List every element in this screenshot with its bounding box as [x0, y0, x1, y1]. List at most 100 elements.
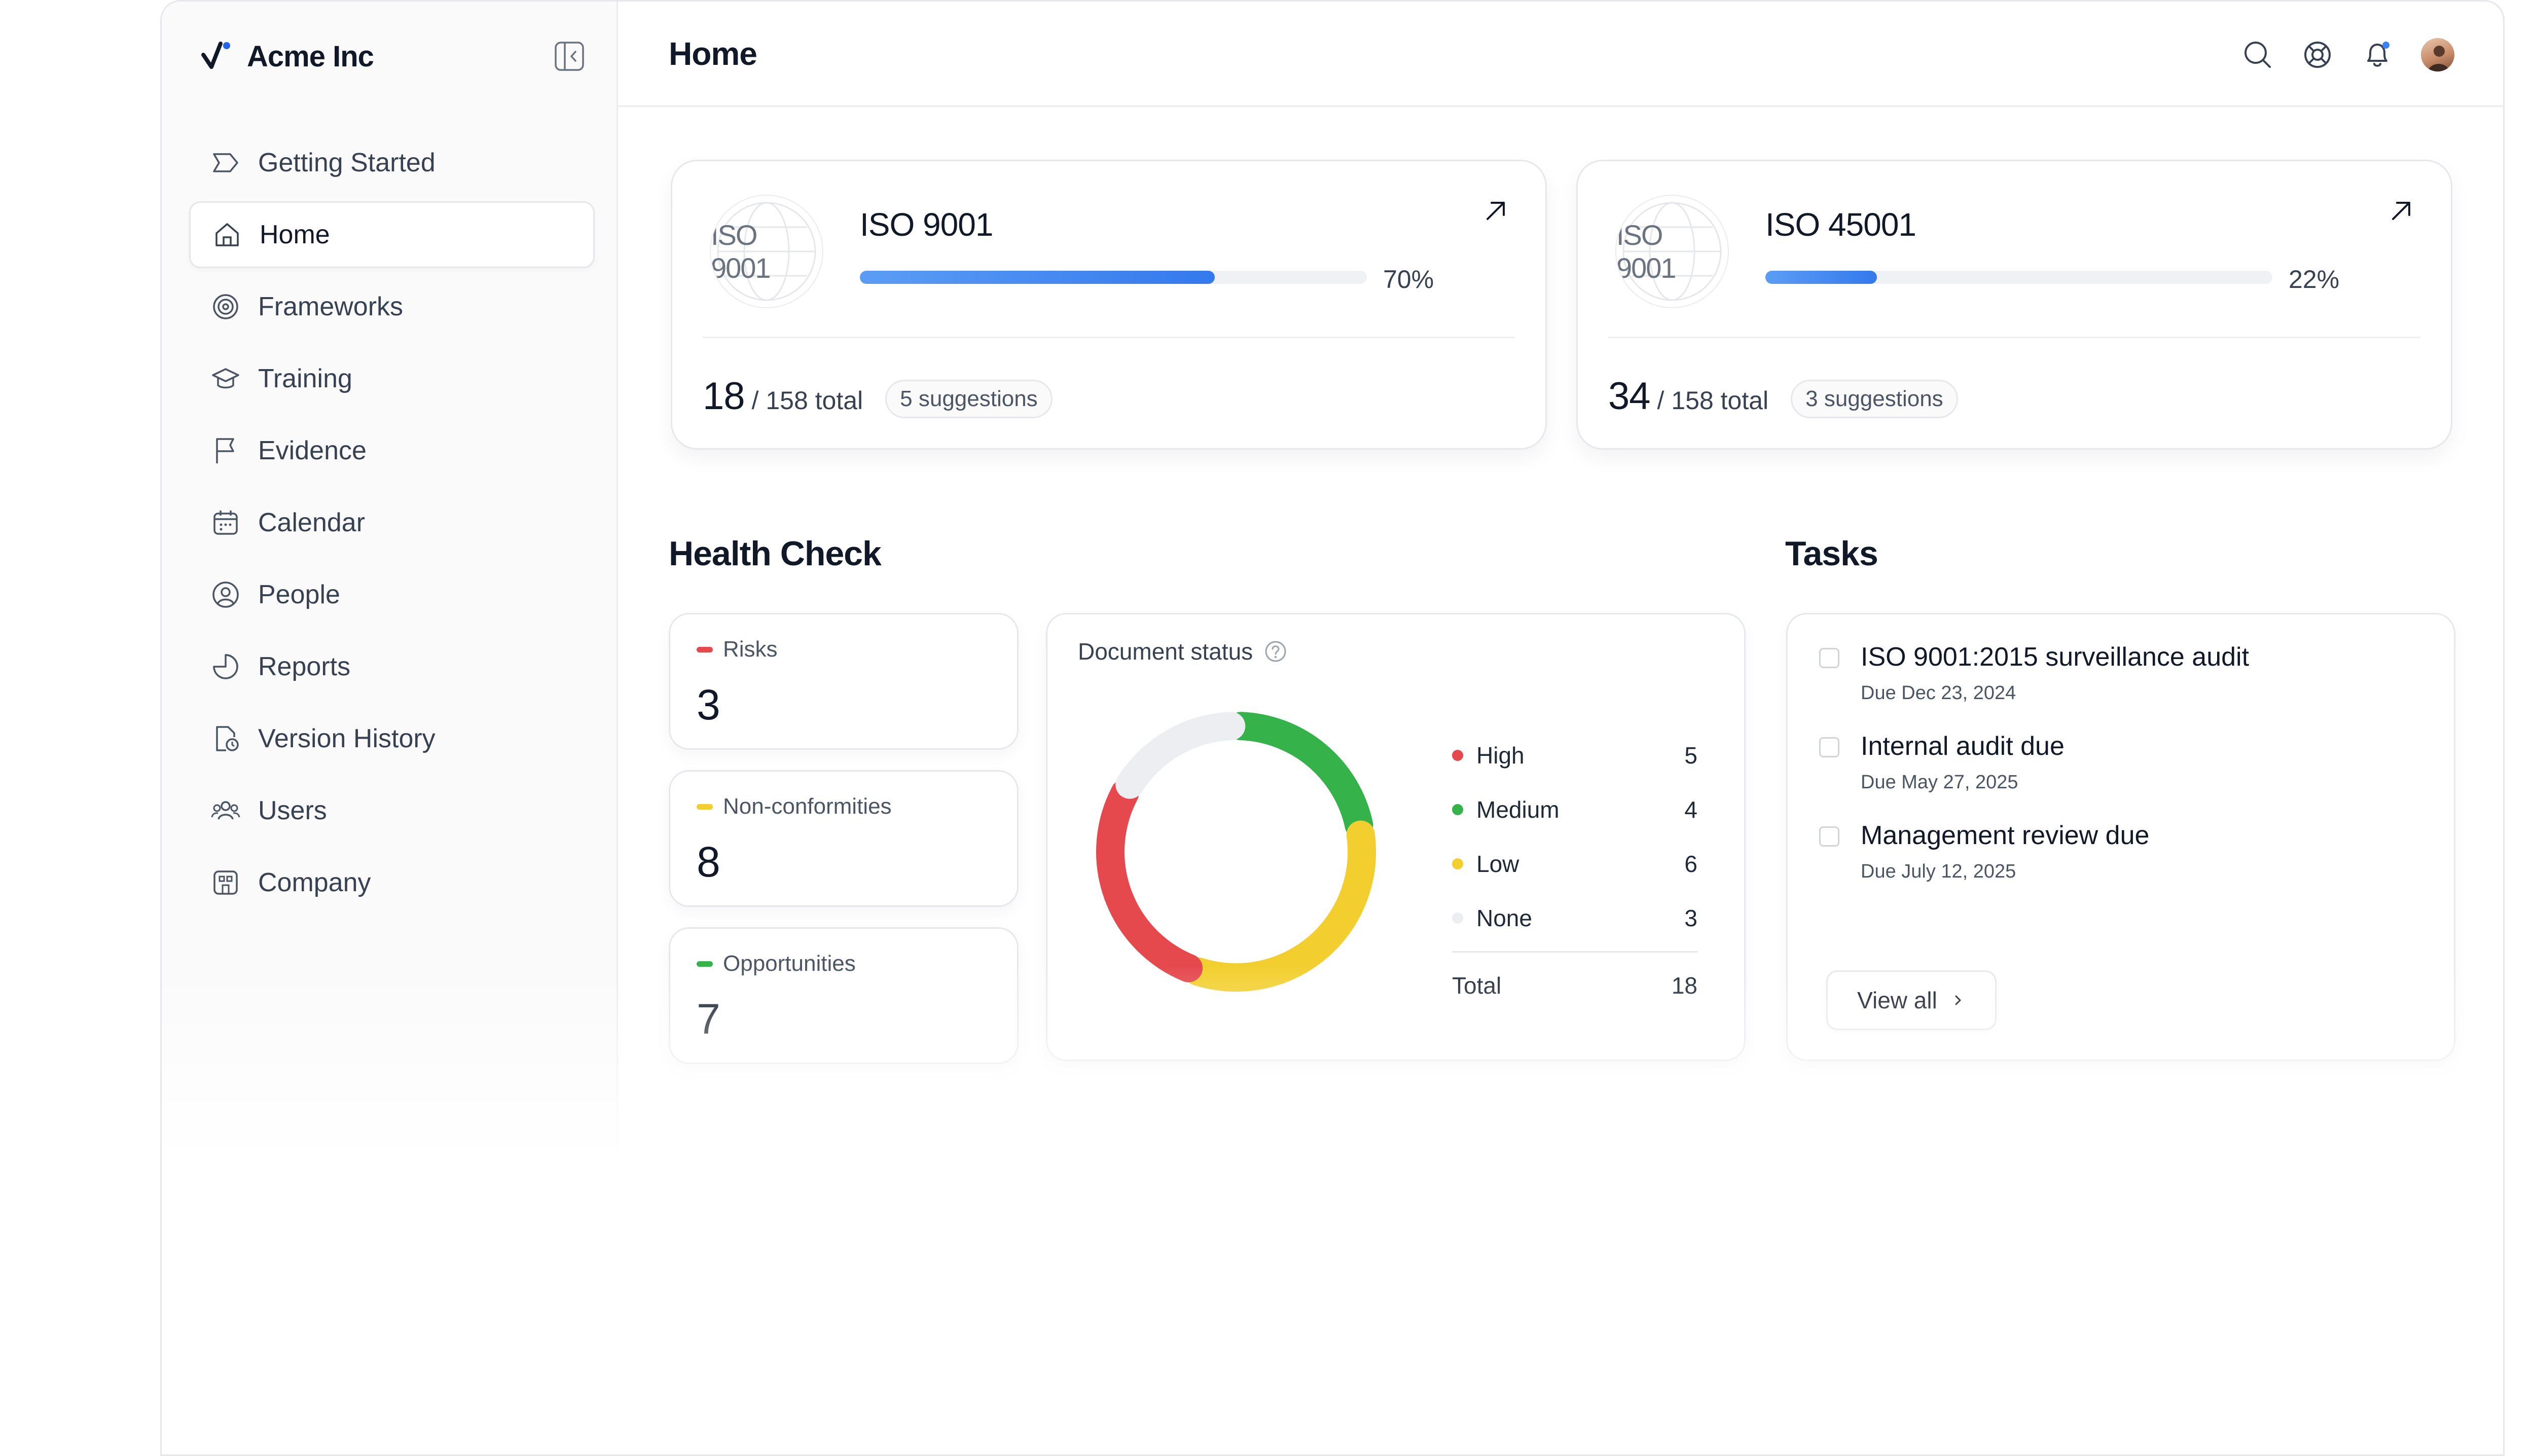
app-window: Acme Inc Getting Started Home: [160, 0, 2505, 1456]
donut-segment-medium: [1226, 712, 1373, 840]
legend-total-row: Total 18: [1452, 953, 1697, 1018]
sidebar-item-company[interactable]: Company: [189, 849, 595, 916]
task-due-date: Due May 27, 2025: [1861, 772, 2018, 793]
iso-card-iso-9001[interactable]: ISO 9001 ISO 9001 70% 18 / 158 total 5 s…: [671, 160, 1547, 450]
metric-value: 7: [697, 995, 720, 1043]
sidebar-item-label: Getting Started: [258, 148, 436, 177]
iso-card-title: ISO 45001: [1765, 206, 1916, 243]
calendar-icon: [210, 507, 241, 538]
task-due-date: Due Dec 23, 2024: [1861, 682, 2016, 704]
home-icon: [212, 220, 242, 250]
collapse-sidebar-button[interactable]: [551, 38, 588, 75]
avatar[interactable]: [2421, 38, 2454, 71]
sidebar-item-reports[interactable]: Reports: [189, 633, 595, 700]
legend-label: High: [1476, 742, 1525, 769]
sidebar-item-label: Company: [258, 868, 371, 897]
iso-stats: 18 / 158 total 5 suggestions: [703, 374, 1053, 421]
iso-logo-text: ISO 9001: [711, 219, 771, 284]
brand-name: Acme Inc: [247, 40, 374, 73]
bell-icon[interactable]: [2361, 39, 2394, 71]
sidebar-item-version-history[interactable]: Version History: [189, 705, 595, 772]
sidebar-item-frameworks[interactable]: Frameworks: [189, 273, 595, 340]
support-icon[interactable]: [2301, 39, 2334, 71]
tag-icon: [210, 148, 241, 178]
legend-label: None: [1476, 904, 1532, 931]
iso-logo: ISO 9001: [1615, 195, 1729, 308]
view-all-button[interactable]: View all: [1826, 970, 1997, 1030]
page-title: Home: [669, 35, 757, 72]
metric-card-non-conformities[interactable]: Non-conformities 8: [669, 770, 1019, 907]
task-checkbox[interactable]: [1819, 826, 1839, 847]
iso-card-iso-45001[interactable]: ISO 9001 ISO 45001 22% 34 / 158 total 3 …: [1576, 160, 2452, 450]
metric-label: Risks: [723, 637, 778, 662]
legend-item-high: High 5: [1452, 728, 1697, 782]
sidebar-item-home[interactable]: Home: [189, 201, 595, 268]
metric-card-opportunities[interactable]: Opportunities 7: [669, 927, 1019, 1064]
sidebar-item-label: Training: [258, 364, 352, 393]
legend-value: 6: [1684, 850, 1697, 877]
frameworks-icon: [210, 292, 241, 322]
sidebar-item-calendar[interactable]: Calendar: [189, 489, 595, 556]
brand[interactable]: Acme Inc: [200, 32, 374, 81]
total-value: 18: [1671, 972, 1697, 999]
sidebar-item-label: Calendar: [258, 508, 366, 537]
divider: [1608, 337, 2420, 338]
sidebar-item-label: Reports: [258, 652, 351, 681]
user-circle-icon: [210, 579, 241, 610]
file-history-icon: [210, 723, 241, 754]
metric-value: 3: [697, 681, 720, 729]
sidebar-item-people[interactable]: People: [189, 561, 595, 628]
progress-fill: [860, 271, 1215, 284]
sidebar-item-evidence[interactable]: Evidence: [189, 417, 595, 484]
pie-chart-icon: [210, 651, 241, 682]
suggestions-badge[interactable]: 3 suggestions: [1791, 380, 1958, 418]
iso-logo: ISO 9001: [710, 195, 823, 308]
sidebar-item-label: Version History: [258, 724, 436, 753]
legend-value: 4: [1684, 796, 1697, 823]
tasks-card: ISO 9001:2015 surveillance audit Due Dec…: [1786, 613, 2455, 1061]
legend-value: 5: [1684, 742, 1697, 769]
donut-segment-low: [1183, 820, 1376, 992]
legend-swatch: [1452, 749, 1463, 761]
document-status-legend: High 5 Medium 4 Low 6 None 3 Total 18: [1452, 728, 1697, 1018]
header-actions: [2241, 38, 2454, 71]
flag-icon: [210, 435, 241, 466]
document-status-card: Document status High 5 Medium 4 Low 6 None 3 To…: [1046, 613, 1746, 1061]
iso-card-title: ISO 9001: [860, 206, 993, 243]
task-checkbox[interactable]: [1819, 737, 1839, 757]
users-icon: [210, 795, 241, 826]
search-icon[interactable]: [2241, 39, 2274, 71]
sidebar-item-getting-started[interactable]: Getting Started: [189, 129, 595, 196]
donut-segment-none: [1115, 712, 1246, 799]
total-count: / 158 total: [1657, 386, 1769, 415]
view-all-label: View all: [1857, 987, 1937, 1013]
sidebar-item-label: Users: [258, 796, 327, 825]
iso-logo-text: ISO 9001: [1616, 219, 1677, 284]
sidebar-item-users[interactable]: Users: [189, 777, 595, 844]
metric-card-risks[interactable]: Risks 3: [669, 613, 1019, 750]
top-header: Home: [618, 2, 2503, 107]
risk-indicator: [697, 646, 713, 652]
sidebar: Acme Inc Getting Started Home: [162, 2, 618, 1454]
task-checkbox[interactable]: [1819, 648, 1839, 668]
completed-count: 34: [1608, 375, 1651, 418]
sidebar-item-training[interactable]: Training: [189, 345, 595, 412]
task-title: Internal audit due: [1861, 732, 2065, 761]
divider: [703, 337, 1515, 338]
suggestions-badge[interactable]: 5 suggestions: [885, 380, 1053, 418]
sidebar-item-label: Home: [260, 220, 330, 249]
legend-item-medium: Medium 4: [1452, 782, 1697, 836]
total-label: Total: [1452, 972, 1502, 999]
open-arrow-icon[interactable]: [2387, 197, 2415, 225]
opportunity-indicator: [697, 961, 713, 967]
progress-percent: 22%: [2289, 265, 2340, 294]
metric-label: Non-conformities: [723, 794, 892, 819]
progress-percent: 70%: [1383, 265, 1434, 294]
total-count: / 158 total: [751, 386, 863, 415]
help-icon[interactable]: [1264, 640, 1287, 663]
metric-header: Risks: [697, 637, 778, 662]
open-arrow-icon[interactable]: [1481, 197, 1510, 225]
legend-swatch: [1452, 804, 1463, 815]
graduation-cap-icon: [210, 363, 241, 394]
legend-label: Medium: [1476, 796, 1560, 823]
